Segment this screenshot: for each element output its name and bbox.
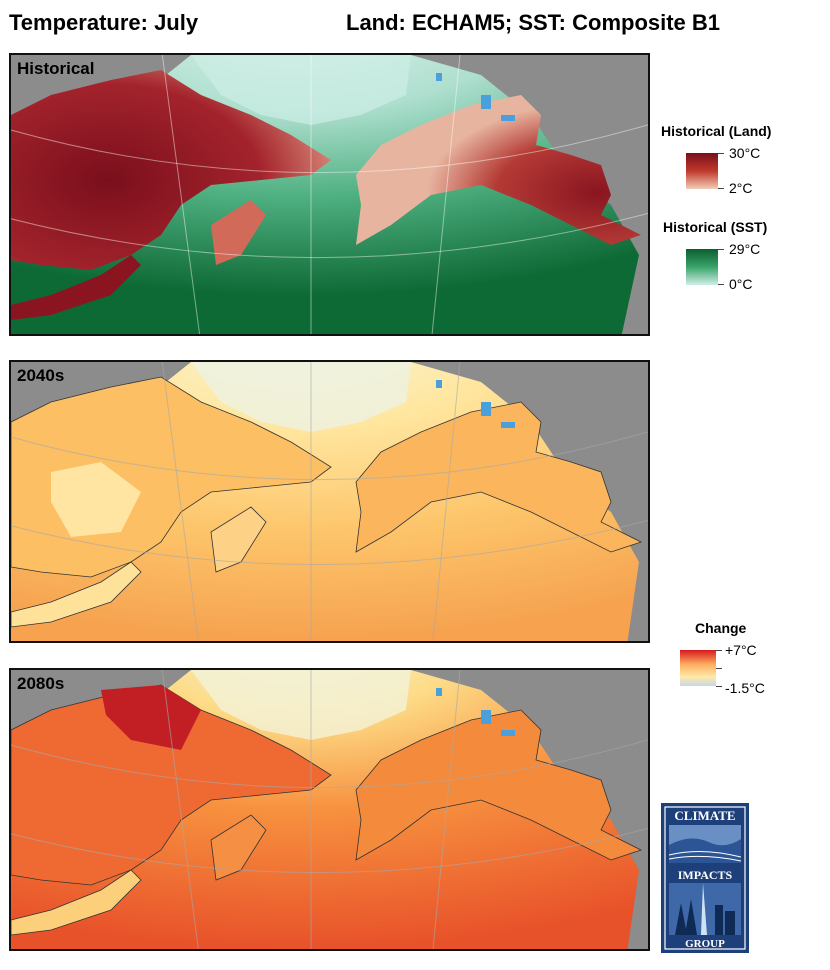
legend-historical-sst-max: 29°C: [729, 241, 761, 257]
gray-land-northeast: [411, 670, 648, 949]
legend-historical-sst-min: 0°C: [729, 276, 753, 292]
legend-historical-land-min: 2°C: [729, 180, 753, 196]
alaska-canada-land: [356, 95, 641, 245]
historical-map: [11, 55, 648, 334]
legend-historical-land-colorbar: [686, 153, 718, 189]
legend-change-min: -1.5°C: [725, 680, 765, 696]
change-2080s-map: [11, 670, 648, 949]
eurasia-land: [11, 70, 331, 270]
graticule-lines: [11, 362, 648, 641]
gray-land-northeast: [411, 362, 648, 641]
gray-land-northeast: [411, 55, 648, 334]
japan-land: [11, 561, 142, 628]
kamchatka-land: [210, 814, 267, 881]
page-title: Temperature: July: [9, 10, 199, 35]
legend-tick: [718, 188, 724, 189]
lake-markers: [436, 380, 515, 428]
panel-label: 2080s: [17, 674, 65, 693]
sea-ice-north: [191, 55, 411, 125]
legend-tick: [718, 153, 724, 154]
panel-label: Historical: [17, 59, 95, 78]
kamchatka-land: [211, 200, 266, 265]
legend-change-max: +7°C: [725, 642, 757, 658]
japan-land: [11, 255, 141, 320]
legend-tick: [718, 284, 724, 285]
map-panel-historical: Historical: [9, 53, 650, 336]
climate-impacts-group-logo: CLIMATE IMPACTS GROUP: [661, 803, 749, 953]
legend-historical-land-max: 30°C: [729, 145, 761, 161]
legend-historical-sst-title: Historical (SST): [663, 219, 768, 235]
legend-tick: [716, 686, 722, 687]
legend-change-title: Change: [695, 620, 747, 636]
map-panel-2040s: 2040s: [9, 360, 650, 643]
graticule-lines: [11, 55, 648, 334]
legend-tick: [716, 668, 722, 669]
kamchatka-land: [210, 506, 267, 573]
legend-change-colorbar: [680, 650, 716, 686]
change-2040s-map: [11, 362, 648, 641]
lake-markers: [436, 688, 515, 736]
legend-historical-land-title: Historical (Land): [661, 123, 772, 139]
legend-historical-sst-colorbar: [686, 249, 718, 285]
eurasia-interior: [51, 462, 141, 537]
lake-markers: [436, 73, 515, 121]
logo-graphic: CLIMATE IMPACTS GROUP: [661, 803, 749, 953]
logo-text-bottom: GROUP: [685, 938, 725, 950]
page-subtitle: Land: ECHAM5; SST: Composite B1: [346, 10, 721, 35]
map-panel-2080s: 2080s: [9, 668, 650, 951]
sea-ice-north: [191, 362, 411, 432]
sea-ice-north: [191, 670, 411, 740]
legend-tick: [718, 249, 724, 250]
graticule-lines: [11, 670, 648, 949]
panel-label: 2040s: [17, 366, 65, 385]
logo-text-top: CLIMATE: [674, 808, 735, 823]
legend-tick: [716, 650, 722, 651]
logo-text-middle: IMPACTS: [678, 868, 733, 882]
japan-land: [11, 869, 142, 936]
eurasia-hotspot: [101, 685, 201, 750]
